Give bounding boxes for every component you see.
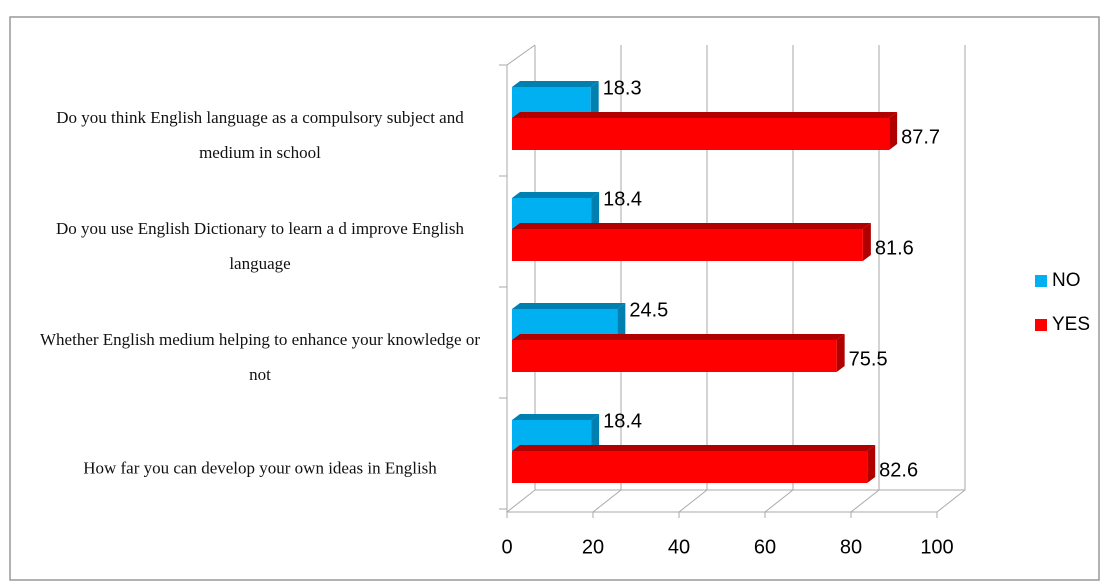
bar-side <box>889 112 898 150</box>
x-tick-label: 100 <box>920 536 953 558</box>
floor-grid-line <box>936 489 966 513</box>
chart-frame <box>9 16 1100 581</box>
bar-side <box>590 81 599 118</box>
bar-side <box>862 223 871 261</box>
legend-label: YES <box>1052 314 1090 335</box>
x-tick-label: 40 <box>668 536 690 558</box>
bar <box>512 229 863 261</box>
bar <box>512 451 868 483</box>
bar-top <box>512 192 600 198</box>
data-label: 81.6 <box>875 237 914 259</box>
bar-side <box>836 334 845 372</box>
data-label: 82.6 <box>879 459 918 481</box>
bar-side <box>591 414 600 451</box>
x-tick-label: 0 <box>501 536 512 558</box>
data-label: 75.5 <box>849 348 888 370</box>
legend-label: NO <box>1052 270 1081 291</box>
x-tick-label: 20 <box>582 536 604 558</box>
bar-top <box>512 445 876 451</box>
category-label: Do you think English language as a compu… <box>56 108 464 162</box>
x-tick-label: 80 <box>840 536 862 558</box>
wall-edge <box>506 44 536 66</box>
bar-side <box>617 303 626 340</box>
data-label: 87.7 <box>901 126 940 148</box>
data-label: 18.4 <box>603 188 642 210</box>
bar-top <box>512 81 599 87</box>
floor-grid-line <box>850 489 880 513</box>
data-label: 18.3 <box>603 77 642 99</box>
x-tick-label: 60 <box>754 536 776 558</box>
bar <box>512 118 890 150</box>
floor-grid-line <box>764 489 794 513</box>
data-label: 24.5 <box>629 299 668 321</box>
bar <box>512 340 837 372</box>
bar-side <box>867 445 876 483</box>
bar-top <box>512 112 898 118</box>
category-label: Do you use English Dictionary to learn a… <box>56 219 464 273</box>
bar-top <box>512 303 626 309</box>
bar-top <box>512 414 600 420</box>
legend-swatch <box>1035 275 1047 287</box>
category-label: Whether English medium helping to enhanc… <box>40 330 480 384</box>
data-label: 18.4 <box>603 410 642 432</box>
floor-grid-line <box>678 489 708 513</box>
category-label: How far you can develop your own ideas i… <box>83 458 437 478</box>
floor-grid-line <box>592 489 622 513</box>
legend-swatch <box>1035 319 1047 331</box>
bar-side <box>591 192 600 229</box>
bar-top <box>512 334 845 340</box>
bar-top <box>512 223 871 229</box>
floor-grid-line <box>506 489 536 513</box>
